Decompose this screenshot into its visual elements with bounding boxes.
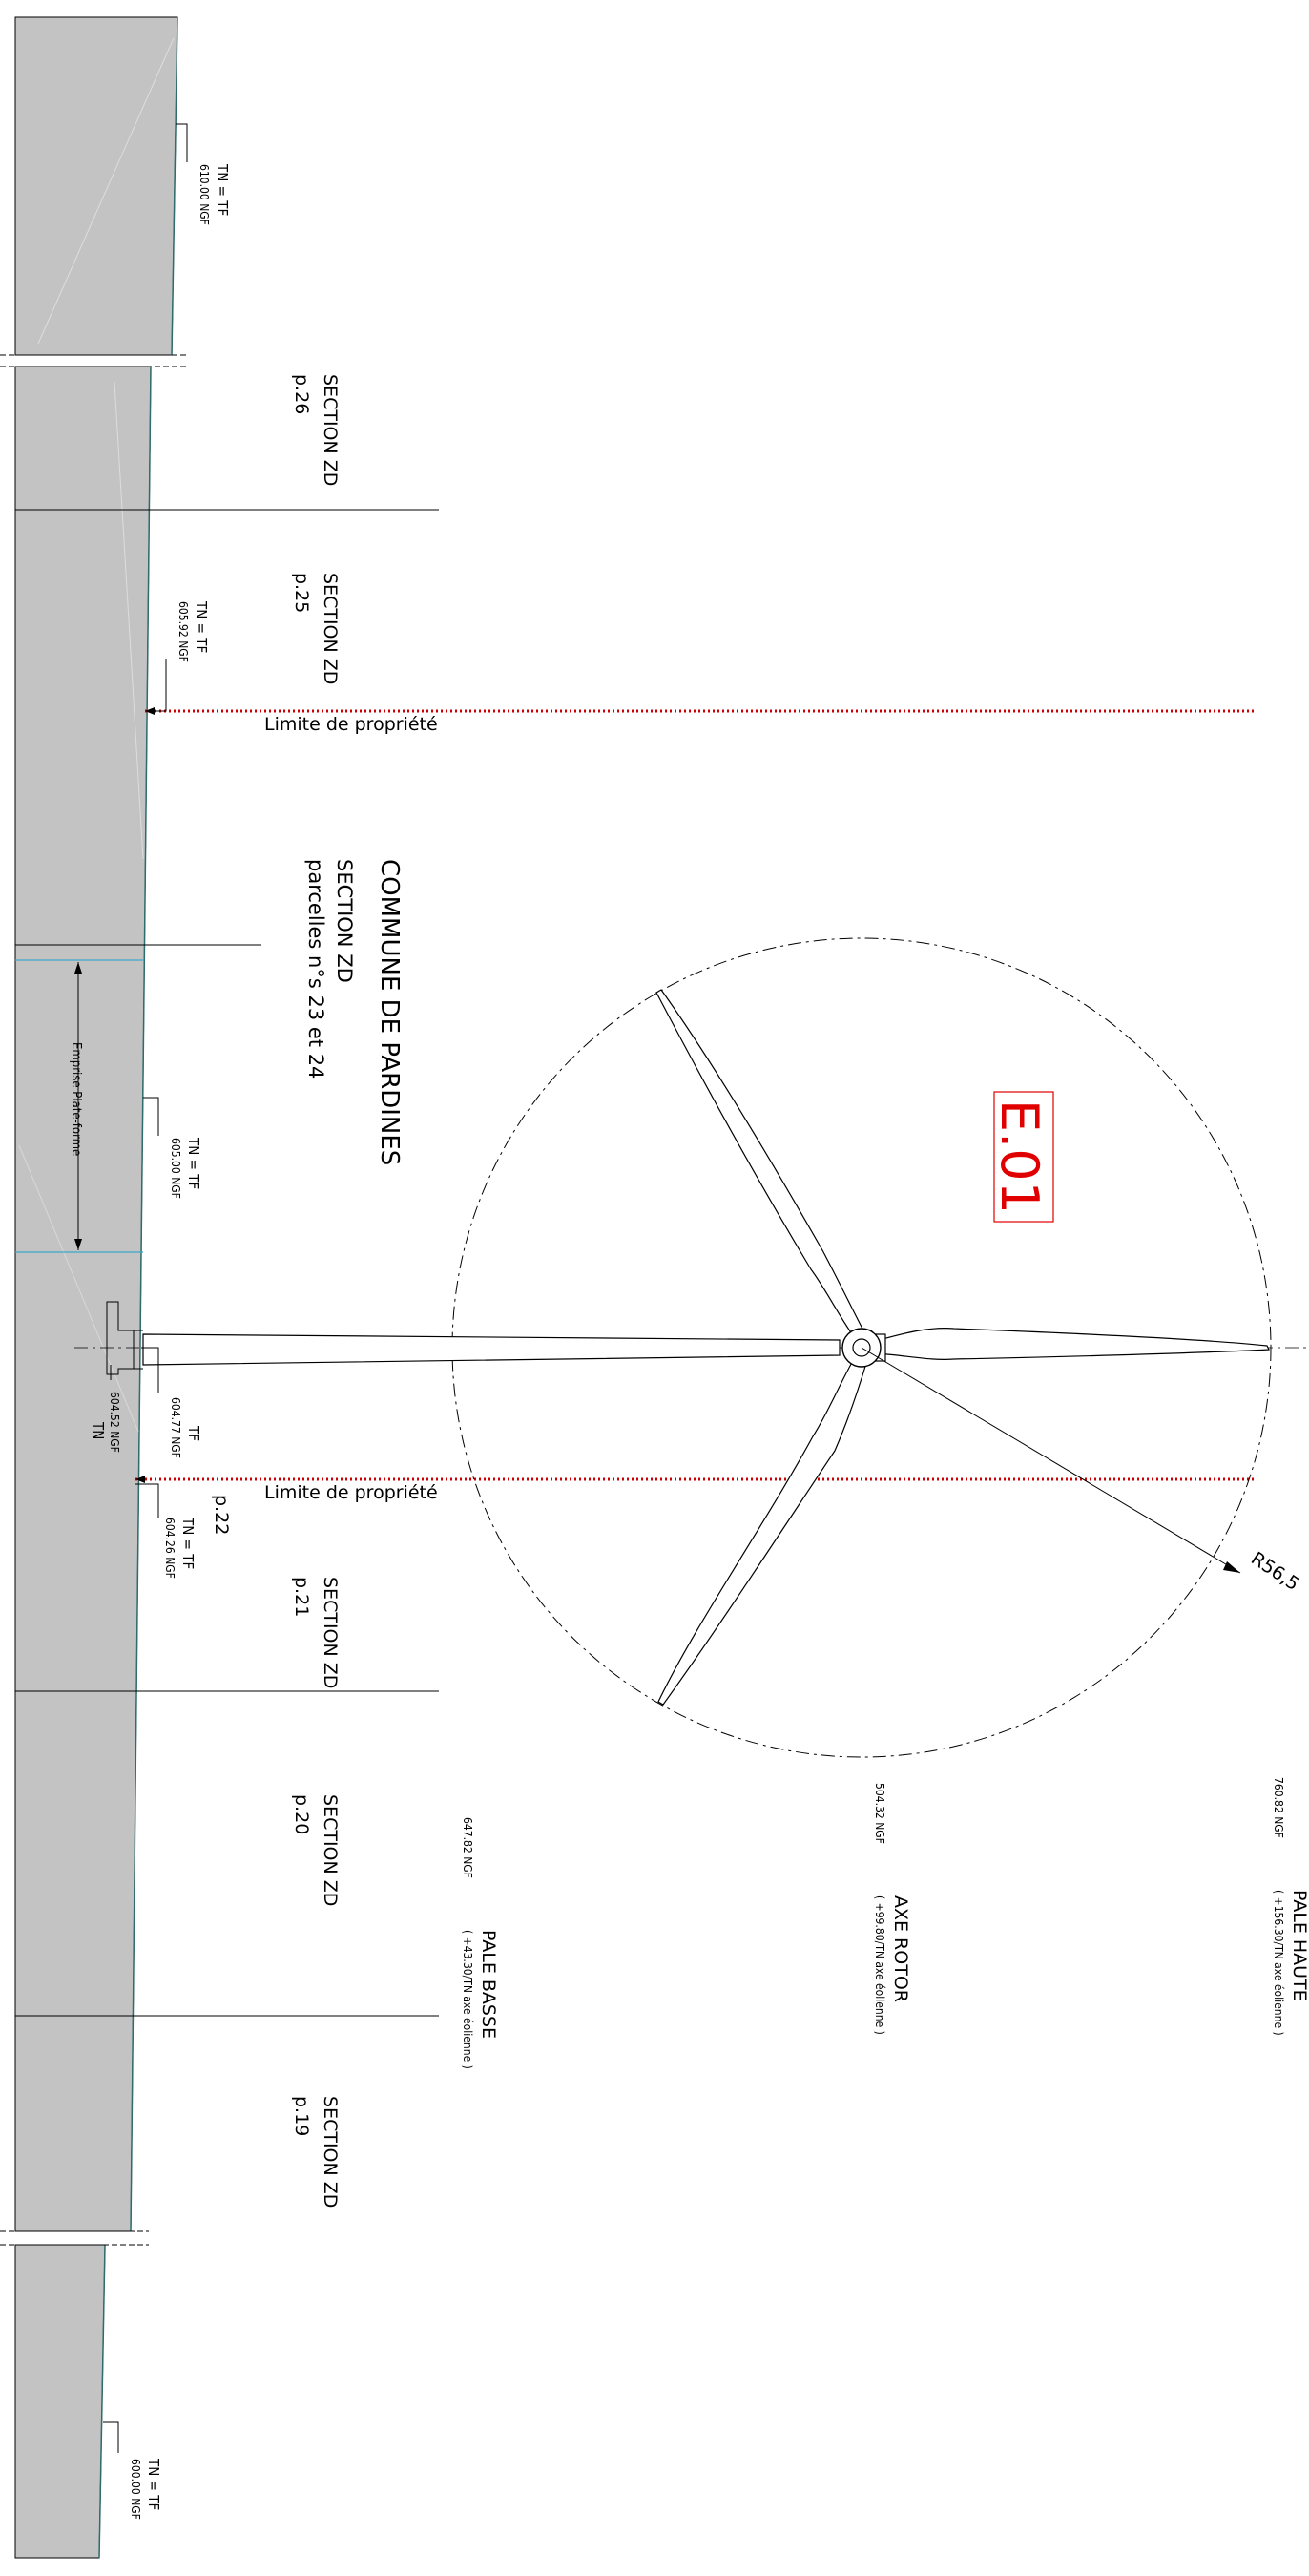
section-label: SECTION ZD p.25 bbox=[291, 573, 341, 684]
commune-section: SECTION ZD bbox=[333, 859, 356, 983]
level-title: PALE BASSE bbox=[478, 1930, 499, 2039]
ground-mark-type: TN = TF bbox=[193, 600, 210, 653]
level-relative: ( +43.30/TN axe éolienne ) bbox=[461, 1930, 474, 2069]
ground-mark-elevation: 610.00 NGF bbox=[197, 164, 211, 225]
section-dividers bbox=[15, 509, 439, 2017]
level-axe-rotor: AXE ROTOR ( +99.80/TN axe éolienne ) 504… bbox=[873, 1783, 911, 2035]
ground-mark-type: TN = TF bbox=[185, 1137, 202, 1189]
parcel-p22: p.22 bbox=[211, 1495, 232, 1535]
ground-level-mark: TN = TF 604.26 NGF bbox=[163, 1517, 197, 1579]
level-elevation: 647.82 NGF bbox=[461, 1817, 474, 1878]
section-parcel: p.25 bbox=[291, 573, 312, 613]
commune-parcels: parcelles n°s 23 et 24 bbox=[304, 859, 327, 1079]
level-relative: ( +156.30/TN axe éolienne ) bbox=[1272, 1890, 1285, 2036]
ground-level-mark: TN = TF 605.92 NGF bbox=[177, 600, 210, 662]
section-name: SECTION ZD bbox=[320, 1794, 341, 1906]
section-name: SECTION ZD bbox=[320, 1577, 341, 1688]
ground-level-mark: TN = TF 605.00 NGF bbox=[169, 1137, 202, 1199]
level-relative: ( +99.80/TN axe éolienne ) bbox=[873, 1895, 886, 2035]
ground-level-mark: TN = TF 610.00 NGF bbox=[197, 163, 231, 225]
commune-block: COMMUNE DE PARDINES SECTION ZD parcelles… bbox=[304, 859, 404, 1165]
level-elevation: 504.32 NGF bbox=[873, 1783, 886, 1844]
property-limit-label: Limite de propriété bbox=[264, 714, 438, 735]
turbine-blades bbox=[655, 989, 1270, 1706]
section-parcel: p.21 bbox=[291, 1577, 312, 1617]
section-label: SECTION ZD p.20 bbox=[291, 1794, 341, 1906]
level-pale-basse: PALE BASSE ( +43.30/TN axe éolienne ) 64… bbox=[461, 1817, 499, 2069]
turbine-hub bbox=[842, 1328, 886, 1368]
section-name: SECTION ZD bbox=[320, 374, 341, 486]
ground-mark-elevation: 604.77 NGF bbox=[169, 1397, 182, 1458]
ground-level-mark: TN = TF 600.00 NGF bbox=[129, 2458, 162, 2520]
ground-mark-type: TF bbox=[185, 1425, 202, 1441]
section-parcel: p.20 bbox=[291, 1794, 312, 1834]
ground-mark-elevation: 600.00 NGF bbox=[129, 2459, 142, 2520]
section-label: SECTION ZD p.21 bbox=[291, 1577, 341, 1688]
radius-label: R56,5 bbox=[1247, 1548, 1302, 1595]
property-limit-lines bbox=[135, 707, 1257, 1483]
commune-title: COMMUNE DE PARDINES bbox=[375, 859, 404, 1165]
section-label: SECTION ZD p.26 bbox=[291, 374, 341, 486]
section-parcel: p.19 bbox=[291, 2096, 312, 2136]
section-name: SECTION ZD bbox=[320, 2096, 341, 2208]
property-limit-label: Limite de propriété bbox=[264, 1482, 438, 1503]
section-name: SECTION ZD bbox=[320, 573, 341, 684]
level-pale-haute: PALE HAUTE ( +156.30/TN axe éolienne ) 7… bbox=[1272, 1777, 1309, 2036]
level-title: PALE HAUTE bbox=[1289, 1890, 1309, 2001]
platform-extent bbox=[15, 959, 143, 1253]
ground-mark-type: TN = TF bbox=[214, 163, 231, 216]
ground-level-mark: 604.52 NGF TN bbox=[90, 1392, 121, 1453]
radius-leader bbox=[861, 1347, 1241, 1574]
level-elevation: 760.82 NGF bbox=[1272, 1777, 1285, 1838]
turbine-id: E.01 bbox=[989, 1100, 1049, 1214]
ground-level-mark: TF 604.77 NGF bbox=[169, 1397, 202, 1458]
level-title: AXE ROTOR bbox=[890, 1895, 911, 2002]
ground-mark-type: TN bbox=[90, 1421, 107, 1439]
platform-label: Emprise Plate-forme bbox=[69, 1042, 83, 1156]
turbine-tower bbox=[106, 1301, 841, 1375]
section-parcel: p.26 bbox=[291, 374, 312, 414]
ground-leaders bbox=[103, 123, 188, 2453]
ground-mark-type: TN = TF bbox=[179, 1517, 197, 1569]
ground-mark-type: TN = TF bbox=[145, 2458, 162, 2510]
turbine-id-badge: E.01 bbox=[989, 1091, 1054, 1223]
section-label: SECTION ZD p.19 bbox=[291, 2096, 341, 2208]
terrain-profile bbox=[0, 16, 187, 2559]
ground-mark-elevation: 604.26 NGF bbox=[163, 1518, 177, 1579]
ground-mark-elevation: 604.52 NGF bbox=[108, 1392, 121, 1453]
ground-mark-elevation: 605.92 NGF bbox=[177, 601, 190, 662]
ground-mark-elevation: 605.00 NGF bbox=[169, 1138, 182, 1199]
